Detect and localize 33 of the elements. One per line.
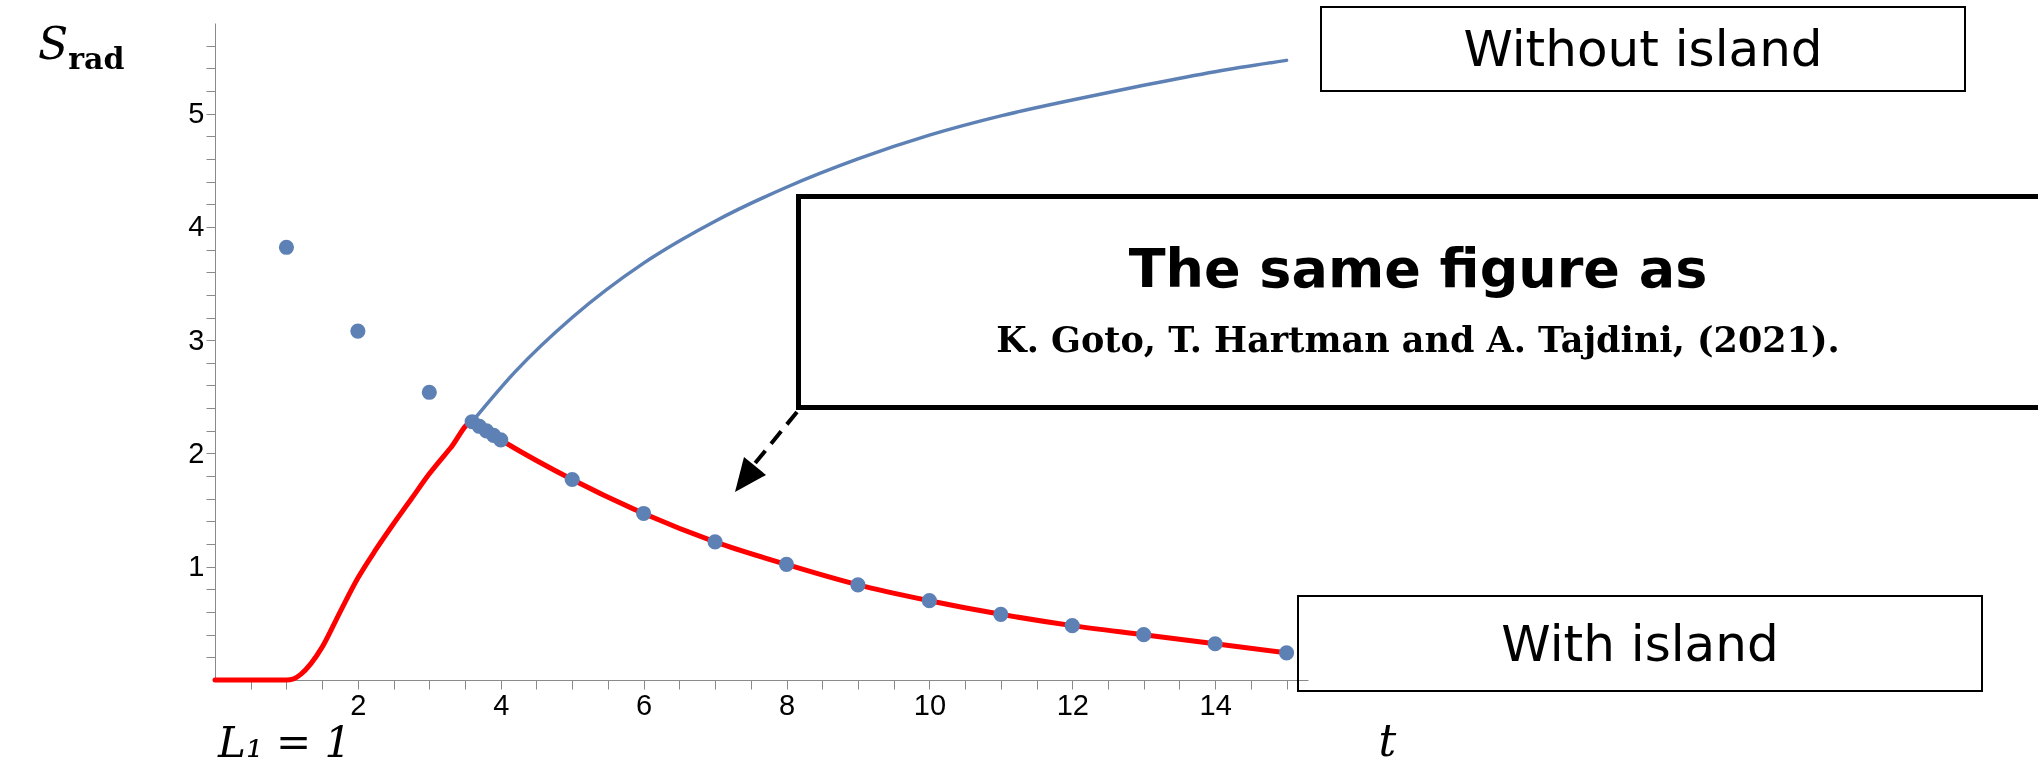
point [707,534,723,550]
y-tick-label: 3 [188,323,205,356]
x-tick-label: 8 [778,688,796,721]
point [278,239,295,255]
y-tick-label: 2 [188,436,205,469]
x-tick-label: 10 [913,688,947,721]
point [1278,645,1295,661]
y-tick-label: 1 [188,550,205,583]
x-tick-label: 12 [1056,688,1089,721]
point [564,471,580,488]
annotation: K. Goto, T. Hartman and A. Tajdini, (2021). [995,319,1841,360]
point [850,577,866,593]
point [778,556,795,573]
x-tick-label: 14 [1199,688,1232,721]
point [421,384,437,400]
point [636,505,652,522]
note-frame: The same figure as K. Goto, T. Hartman and A. Tajdini, (2021). [796,194,2038,410]
x-axis-title: t [1378,714,1397,766]
point [1207,636,1223,652]
x-tick-label: 4 [493,688,510,721]
y-tick-label: 4 [188,210,205,243]
annotation: The same figure as [1127,237,1709,300]
point [921,593,937,609]
text: L₁ = 1 [218,718,352,767]
y-axis-title: S$_{rad}$ [38,18,125,76]
point [1064,618,1080,634]
y-tick-label: 5 [188,97,205,130]
point [1136,627,1152,643]
point [350,323,366,339]
x-tick-label: 6 [636,688,653,721]
point [993,606,1009,622]
point [493,432,509,448]
x-tick-label: 2 [350,688,367,721]
